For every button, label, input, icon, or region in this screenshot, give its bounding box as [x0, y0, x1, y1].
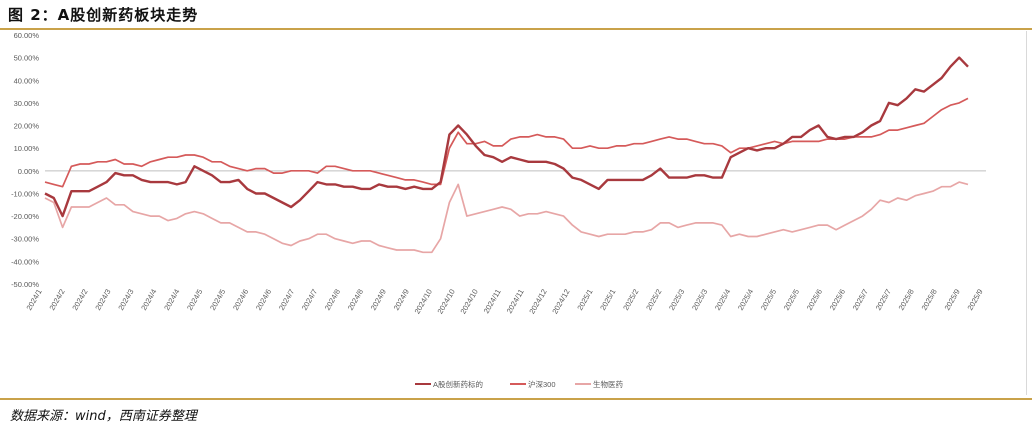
line-chart: 60.00% 50.00% 40.00% 30.00% 20.00% 10.00% 0.00…	[11, 31, 986, 389]
bottom-rule	[0, 398, 1032, 400]
y-tick-label: -50.00%	[11, 280, 39, 289]
x-tick-label: 2024/12	[527, 288, 548, 316]
chart-frame: 60.00% 50.00% 40.00% 30.00% 20.00% 10.00% 0.00…	[8, 31, 1027, 395]
x-tick-label: 2024/6	[231, 288, 250, 312]
x-tick-label: 2025/3	[667, 288, 686, 312]
x-tick-label: 2025/1	[598, 288, 617, 312]
x-tick-label: 2024/3	[93, 288, 112, 312]
x-tick-label: 2024/8	[346, 288, 365, 312]
y-tick-label: 0.00%	[18, 167, 40, 176]
series-lines	[44, 56, 969, 254]
x-tick-label: 2024/10	[435, 288, 456, 316]
y-tick-label: -20.00%	[11, 212, 39, 221]
x-tick-label: 2025/6	[828, 288, 847, 312]
y-tick-label: 30.00%	[14, 99, 40, 108]
y-tick-label: 10.00%	[14, 144, 40, 153]
y-tick-label: -10.00%	[11, 189, 39, 198]
y-axis: 60.00% 50.00% 40.00% 30.00% 20.00% 10.00% 0.00…	[11, 31, 39, 289]
x-tick-label: 2024/9	[392, 288, 411, 312]
x-tick-label: 2024/10	[413, 288, 434, 316]
legend-label: 生物医药	[593, 379, 623, 389]
x-tick-label: 2025/5	[782, 288, 801, 312]
source-note: 数据来源：wind，西南证券整理	[10, 409, 197, 424]
x-tick-label: 2025/5	[759, 288, 778, 312]
series-line	[44, 56, 969, 218]
figure-title: 图 2：A股创新药板块走势	[8, 6, 199, 24]
x-tick-label: 2025/4	[736, 288, 755, 312]
x-tick-label: 2024/3	[116, 288, 135, 312]
x-tick-label: 2025/3	[690, 288, 709, 312]
x-tick-label: 2024/5	[208, 288, 227, 312]
legend-label: 沪深300	[528, 379, 556, 389]
x-tick-label: 2024/7	[300, 288, 319, 312]
x-tick-label: 2025/2	[644, 288, 663, 312]
x-tick-label: 2025/7	[874, 288, 893, 312]
x-tick-label: 2024/1	[24, 288, 43, 312]
x-tick-label: 2025/7	[851, 288, 870, 312]
x-tick-label: 2024/4	[162, 288, 181, 312]
x-tick-label: 2024/11	[482, 288, 503, 316]
x-axis: 2024/1 2024/2 2024/2 2024/3 2024/3 2024/4 2024…	[24, 170, 986, 316]
x-tick-label: 2024/2	[47, 288, 66, 312]
x-tick-label: 2024/4	[139, 288, 158, 312]
x-tick-label: 2025/2	[621, 288, 640, 312]
y-tick-label: 60.00%	[14, 31, 40, 40]
y-tick-label: -40.00%	[11, 257, 39, 266]
legend: A股创新药标的 沪深300 生物医药	[415, 379, 623, 389]
x-tick-label: 2025/9	[943, 288, 962, 312]
x-tick-label: 2024/12	[550, 288, 571, 316]
x-tick-label: 2025/8	[897, 288, 916, 312]
y-tick-label: 20.00%	[14, 122, 40, 131]
x-tick-label: 2024/9	[369, 288, 388, 312]
x-tick-label: 2024/8	[323, 288, 342, 312]
legend-label: A股创新药标的	[433, 379, 483, 389]
x-tick-label: 2024/11	[505, 288, 526, 316]
y-tick-label: 50.00%	[14, 54, 40, 63]
y-tick-label: -30.00%	[11, 235, 39, 244]
x-tick-label: 2025/4	[713, 288, 732, 312]
x-tick-label: 2025/8	[920, 288, 939, 312]
x-tick-label: 2025/6	[805, 288, 824, 312]
x-tick-label: 2024/7	[277, 288, 296, 312]
x-tick-label: 2024/5	[185, 288, 204, 312]
x-tick-label: 2025/9	[965, 288, 984, 312]
series-line	[44, 181, 969, 254]
y-tick-label: 40.00%	[14, 76, 40, 85]
x-tick-label: 2024/10	[458, 288, 479, 316]
series-line	[44, 97, 969, 188]
x-tick-label: 2024/6	[254, 288, 273, 312]
x-tick-label: 2025/1	[575, 288, 594, 312]
x-tick-label: 2024/2	[70, 288, 89, 312]
top-rule	[0, 28, 1032, 30]
